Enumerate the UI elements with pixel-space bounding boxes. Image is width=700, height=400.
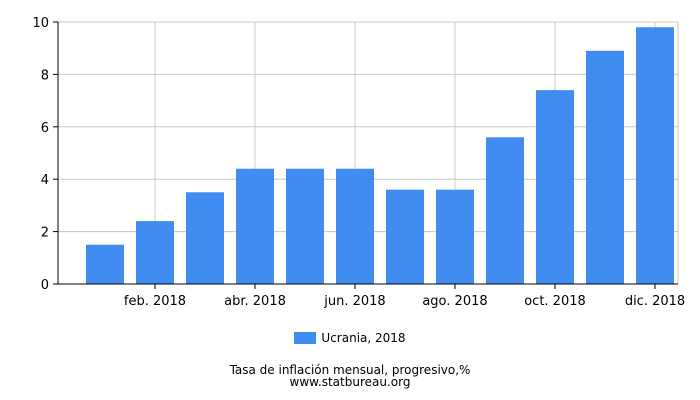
bars: [86, 27, 674, 285]
legend-label: Ucrania, 2018: [321, 331, 406, 345]
x-tick-label: feb. 2018: [124, 294, 186, 309]
bar: [136, 221, 174, 284]
x-tick-label: oct. 2018: [524, 294, 586, 309]
x-tick-label: ago. 2018: [422, 294, 487, 309]
tick-labels: 0 2 4 6 8 10 feb. 2018 abr. 2018 jun. 2018 ago. 2…: [32, 16, 685, 309]
y-tick-label: 0: [41, 278, 49, 293]
y-tick-label: 6: [41, 121, 49, 136]
y-tick-label: 2: [41, 226, 49, 241]
legend-swatch: [294, 332, 317, 344]
x-tick-label: dic. 2018: [625, 294, 685, 309]
bar: [486, 137, 524, 284]
axes: [53, 21, 678, 289]
bar: [236, 168, 274, 284]
y-tick-label: 8: [41, 68, 49, 83]
y-tick-label: 4: [41, 173, 49, 188]
bar: [636, 27, 674, 285]
bar: [336, 168, 374, 284]
x-tick-label: jun. 2018: [323, 294, 385, 309]
bar: [436, 189, 474, 284]
x-tick-label: abr. 2018: [224, 294, 286, 309]
bar: [386, 189, 424, 284]
source-link[interactable]: www.statbureau.org: [289, 375, 411, 389]
bar: [286, 168, 324, 284]
bar: [586, 50, 624, 284]
bar: [186, 192, 224, 284]
bar: [536, 90, 574, 285]
legend: Ucrania, 2018: [0, 331, 700, 345]
y-tick-label: 10: [32, 16, 49, 31]
bar: [86, 244, 124, 284]
chart-caption: Tasa de inflación mensual, progresivo,%: [229, 363, 471, 377]
